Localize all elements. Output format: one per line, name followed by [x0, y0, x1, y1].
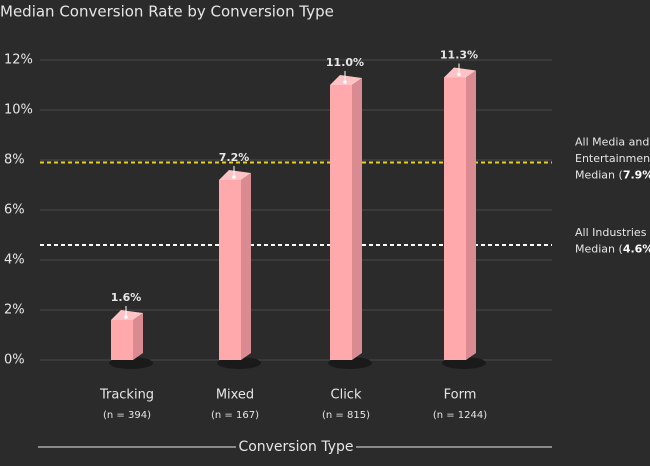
reference-label: All Industries: [575, 226, 647, 239]
bar-side: [466, 70, 476, 360]
bar: [330, 85, 352, 360]
reference-value: 7.9%: [623, 169, 650, 182]
bar-side: [133, 313, 143, 360]
bar-top: [111, 310, 143, 320]
y-tick-label: 8%: [4, 153, 25, 168]
x-axis-label: Conversion Type: [238, 439, 353, 455]
value-dot: [457, 72, 461, 77]
x-tick-label: Click: [331, 388, 362, 403]
x-tick-label: Mixed: [216, 388, 254, 403]
value-label: 1.6%: [111, 291, 142, 304]
reference-label: Median (7.9%): [575, 169, 650, 182]
reference-label: Median (4.6%): [575, 243, 650, 256]
category-note: (n = 167): [211, 410, 259, 421]
y-tick-label: 2%: [4, 303, 25, 318]
y-tick-label: 0%: [4, 353, 25, 368]
chart-title: Median Conversion Rate by Conversion Typ…: [0, 3, 334, 21]
y-tick-label: 6%: [4, 203, 25, 218]
reference-label-text: Median (: [575, 169, 623, 182]
reference-label: All Media and: [575, 136, 649, 149]
bar-top: [330, 75, 362, 85]
bar: [111, 320, 133, 360]
category-note: (n = 394): [103, 410, 151, 421]
reference-label-text: Median (: [575, 243, 623, 256]
value-dot: [343, 80, 347, 84]
value-dot: [124, 315, 128, 319]
bar: [219, 180, 241, 360]
reference-label-text: All Industries: [575, 226, 647, 239]
category-note: (n = 1244): [433, 410, 487, 421]
bar-side: [241, 173, 251, 360]
bar-top: [219, 170, 251, 180]
value-label: 7.2%: [219, 151, 250, 164]
reference-value: 4.6%: [623, 243, 650, 256]
bar-side: [352, 78, 362, 360]
value-label: 11.0%: [326, 56, 364, 69]
x-tick-label: Tracking: [99, 388, 154, 403]
y-tick-label: 12%: [4, 53, 33, 68]
y-tick-label: 4%: [4, 253, 25, 268]
value-dot: [232, 175, 236, 179]
bar: [444, 77, 466, 360]
bar-top: [444, 67, 476, 78]
reference-label: Entertainment: [575, 152, 650, 165]
category-note: (n = 815): [322, 410, 370, 421]
x-tick-label: Form: [444, 388, 477, 403]
y-tick-label: 10%: [4, 103, 33, 118]
value-label: 11.3%: [440, 49, 478, 62]
reference-label-text: Entertainment: [575, 152, 650, 165]
reference-label-text: All Media and: [575, 136, 649, 149]
